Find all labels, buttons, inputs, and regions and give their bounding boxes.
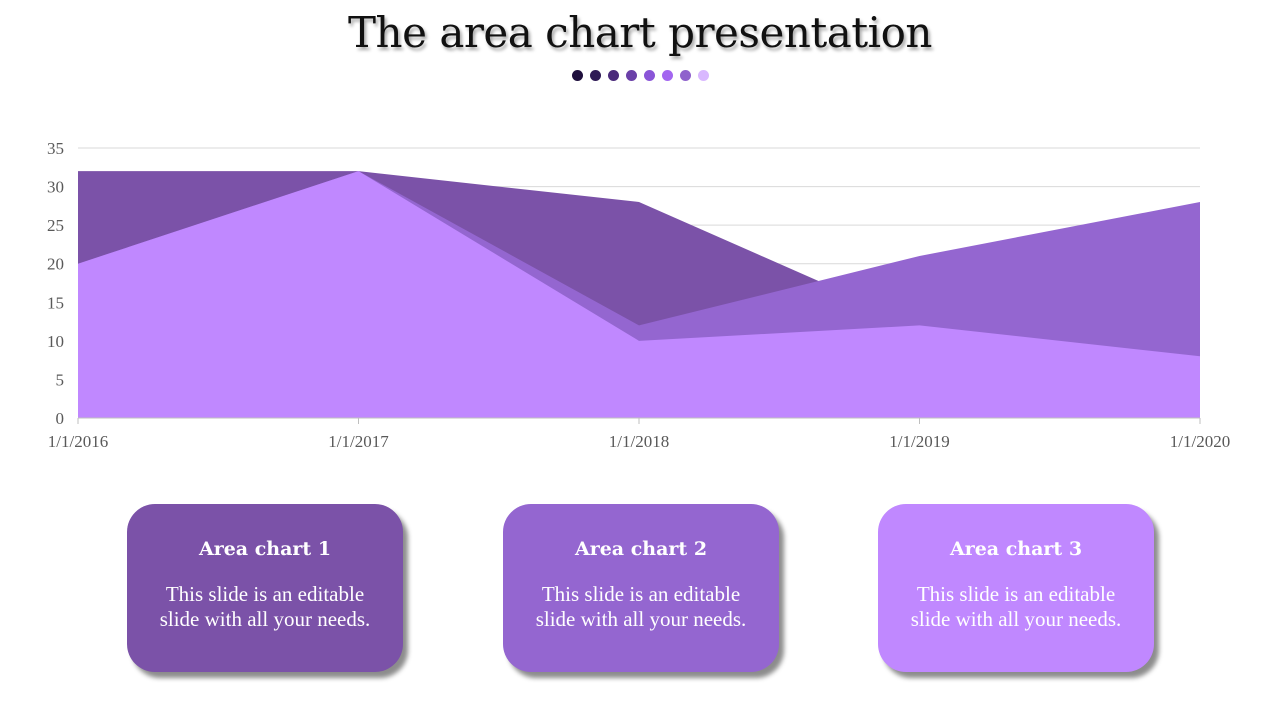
dot: [571, 70, 583, 81]
y-tick-label: 15: [47, 293, 64, 312]
dot: [697, 70, 709, 81]
x-tick-label: 1/1/2017: [328, 432, 389, 451]
slide-title: The area chart presentation: [348, 8, 932, 57]
dot: [589, 70, 601, 81]
card-area-chart-1[interactable]: Area chart 1 This slide is an editable s…: [127, 504, 403, 672]
area-series-3: [78, 171, 1200, 418]
card-title: Area chart 3: [949, 538, 1083, 560]
decorative-dots: [0, 70, 1280, 81]
dot: [679, 70, 691, 81]
card-title: Area chart 2: [574, 538, 708, 560]
y-tick-label: 30: [47, 178, 64, 197]
card-text: This slide is an editable slide with all…: [535, 582, 747, 631]
area-chart: 1/1/2016 1/1/2017 1/1/2018 1/1/2019 1/1/2020…: [47, 139, 1230, 451]
card-area-chart-2[interactable]: Area chart 2 This slide is an editable s…: [503, 504, 779, 672]
y-tick-label: 5: [56, 370, 65, 389]
y-tick-label: 10: [47, 332, 64, 351]
dot: [625, 70, 637, 81]
card-title: Area chart 1: [198, 538, 332, 560]
dot: [661, 70, 673, 81]
card-text: This slide is an editable slide with all…: [910, 582, 1122, 631]
y-tick-label: 0: [56, 409, 65, 428]
dot: [643, 70, 655, 81]
x-tick-label: 1/1/2016: [48, 432, 108, 451]
dot: [607, 70, 619, 81]
card-text: This slide is an editable slide with all…: [159, 582, 371, 631]
y-tick-label: 35: [47, 139, 64, 158]
y-tick-label: 25: [47, 216, 64, 235]
y-tick-label: 20: [47, 255, 64, 274]
card-area-chart-3[interactable]: Area chart 3 This slide is an editable s…: [878, 504, 1154, 672]
x-tick-label: 1/1/2019: [889, 432, 949, 451]
x-tick-label: 1/1/2020: [1170, 432, 1230, 451]
x-tick-label: 1/1/2018: [609, 432, 669, 451]
